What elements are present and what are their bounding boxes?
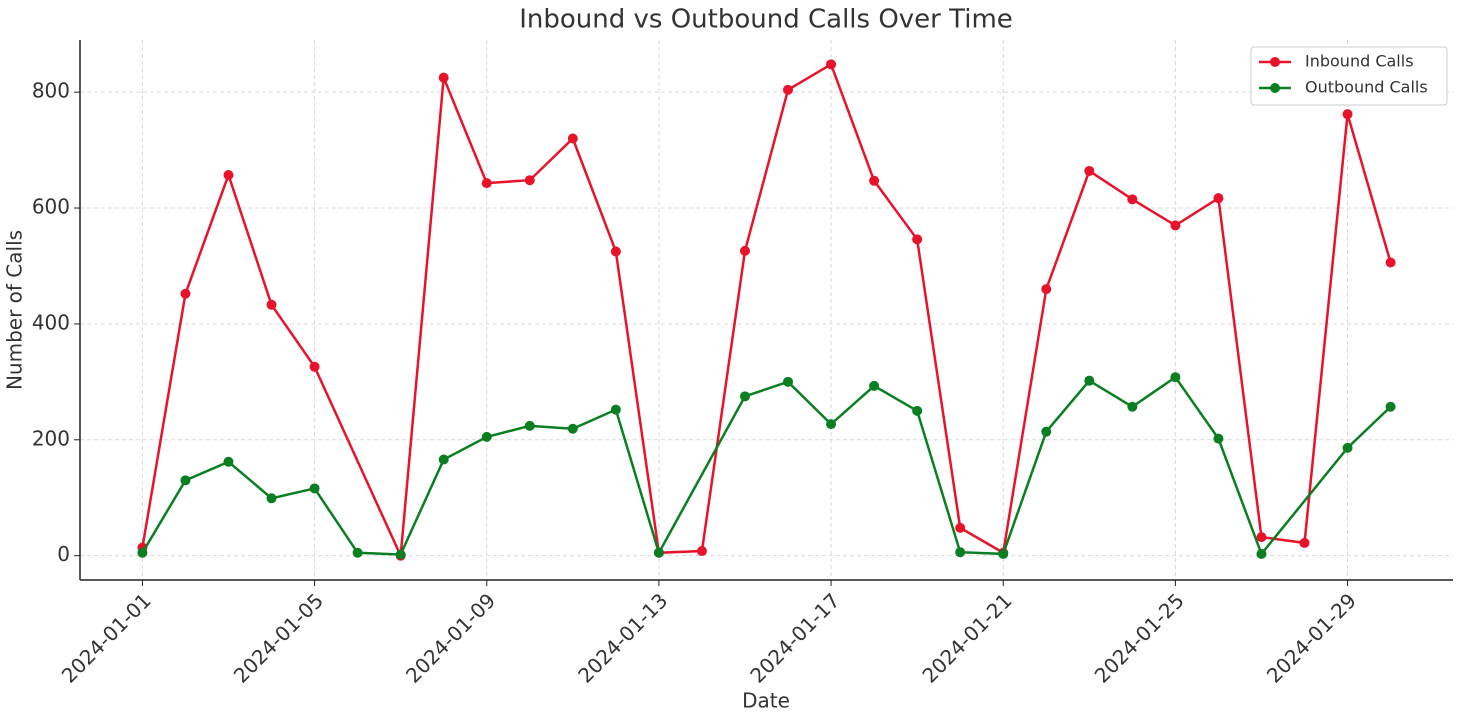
data-point: [352, 547, 363, 558]
data-point: [783, 376, 794, 387]
y-tick-label: 600: [32, 195, 70, 219]
data-point: [912, 405, 923, 416]
data-point: [481, 178, 492, 189]
y-tick-label: 400: [32, 310, 70, 334]
series-line: [141, 62, 1392, 561]
legend-box: [1250, 46, 1448, 106]
data-point: [438, 454, 449, 465]
x-tick-label: 2024-01-29: [1262, 588, 1361, 687]
data-point: [438, 72, 449, 83]
series-line: [141, 375, 1392, 557]
x-tick-label: 2024-01-13: [573, 588, 672, 687]
data-point: [912, 234, 923, 245]
data-point: [266, 493, 277, 504]
data-point: [1385, 257, 1396, 268]
data-point: [696, 546, 707, 557]
data-point: [1084, 375, 1095, 386]
data-point: [137, 547, 148, 558]
y-axis-label: Number of Calls: [3, 230, 27, 390]
data-point: [1213, 193, 1224, 204]
data-point: [567, 423, 578, 434]
data-point: [223, 170, 234, 180]
legend-marker: [1270, 83, 1280, 93]
data-point: [309, 483, 320, 494]
data-point: [180, 475, 191, 486]
data-point: [567, 133, 578, 144]
data-point: [1256, 548, 1267, 559]
data-point: [1342, 442, 1353, 453]
data-point: [869, 175, 880, 186]
legend-marker: [1270, 57, 1280, 67]
data-point: [1041, 284, 1052, 295]
data-point: [955, 547, 966, 558]
data-point: [1127, 194, 1138, 205]
data-point: [1385, 401, 1396, 412]
data-point: [1170, 220, 1181, 231]
legend-label: Inbound Calls: [1305, 52, 1414, 71]
data-point: [223, 456, 234, 467]
data-point: [869, 380, 880, 391]
data-point: [1084, 165, 1095, 176]
data-point: [1170, 372, 1181, 383]
chart-title: Inbound vs Outbound Calls Over Time: [519, 5, 1013, 35]
data-point: [739, 245, 750, 256]
data-point: [395, 549, 406, 560]
legend-label: Outbound Calls: [1305, 78, 1428, 97]
data-point: [783, 84, 794, 95]
data-point: [739, 391, 750, 402]
data-point: [610, 404, 621, 415]
data-point: [524, 420, 535, 431]
data-point: [266, 299, 277, 310]
legend: Inbound Calls Outbound Calls: [1250, 46, 1448, 106]
x-tick-label: 2024-01-01: [57, 588, 156, 687]
data-point: [309, 361, 320, 372]
data-point: [524, 175, 535, 186]
data-point: [481, 431, 492, 442]
data-point: [1127, 401, 1138, 412]
data-point: [1342, 109, 1353, 120]
data-point: [1256, 532, 1267, 543]
x-tick-label: 2024-01-25: [1090, 588, 1189, 687]
y-tick-label: 200: [32, 426, 70, 450]
data-point: [1299, 537, 1310, 548]
y-tick-label: 800: [32, 79, 70, 103]
y-tick-label: 0: [57, 542, 70, 566]
data-point: [610, 246, 621, 257]
data-point: [1041, 426, 1052, 437]
data-point: [955, 522, 966, 533]
data-point: [826, 419, 837, 430]
data-point: [998, 548, 1009, 559]
x-tick-label: 2024-01-21: [917, 588, 1016, 687]
data-point: [653, 547, 664, 558]
x-axis-label: Date: [742, 689, 790, 713]
data-point: [826, 59, 837, 70]
x-tick-label: 2024-01-17: [745, 588, 844, 687]
x-tick-label: 2024-01-05: [229, 588, 328, 687]
data-point: [1213, 433, 1224, 444]
x-tick-label: 2024-01-09: [401, 588, 500, 687]
data-point: [180, 288, 191, 299]
